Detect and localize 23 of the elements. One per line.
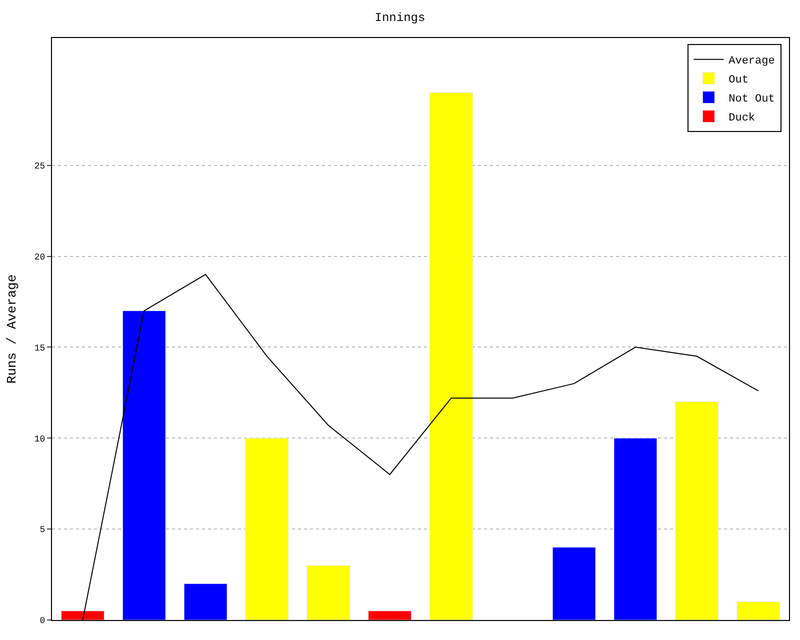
legend-label: Average <box>728 56 775 68</box>
bar <box>60 610 104 620</box>
bar <box>306 565 350 620</box>
y-tick-label: 10 <box>34 434 46 444</box>
bar <box>614 438 658 620</box>
bar <box>429 92 473 620</box>
y-tick-label: 5 <box>40 525 46 536</box>
legend-label: Not Out <box>728 94 775 106</box>
bar <box>245 438 289 620</box>
y-tick-label: 15 <box>34 343 46 354</box>
legend-label: Duck <box>728 112 756 125</box>
y-tick-label: 20 <box>34 252 46 262</box>
bar <box>675 402 719 620</box>
bar <box>552 547 596 620</box>
y-tick-label: 0 <box>40 616 46 626</box>
bar <box>184 583 228 620</box>
y-tick-label: 25 <box>34 161 46 172</box>
bar <box>122 310 166 620</box>
bar <box>736 602 780 620</box>
legend-label: Out <box>728 74 748 87</box>
chart-title: Innings <box>374 11 426 26</box>
y-axis-title: Runs / Average <box>4 274 20 384</box>
bar <box>368 610 412 620</box>
